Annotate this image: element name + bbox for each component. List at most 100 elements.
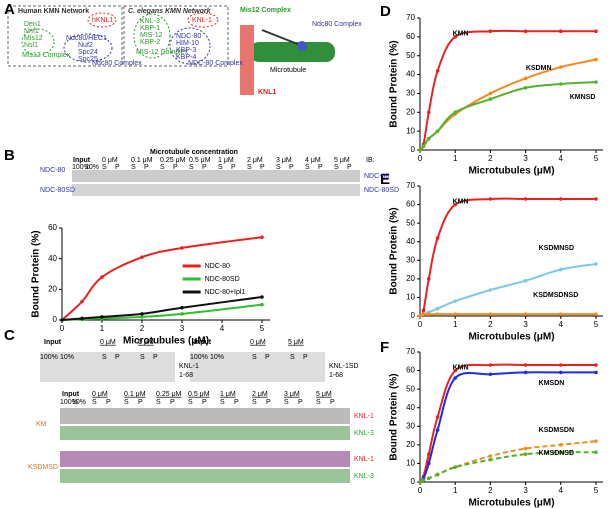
series-label: KMN xyxy=(453,364,469,371)
x-tick-label: 4 xyxy=(559,154,564,163)
label: Input xyxy=(194,339,212,346)
series-label: KMSDNSD xyxy=(539,450,574,457)
label: S xyxy=(188,399,193,406)
data-point xyxy=(594,29,598,33)
y-tick-label: 60 xyxy=(406,32,415,41)
data-point xyxy=(558,443,563,447)
data-point xyxy=(421,312,426,316)
label: 5 μM xyxy=(138,339,154,346)
data-point xyxy=(426,277,431,281)
x-tick-label: 1 xyxy=(453,320,458,329)
label: 0.5 μM xyxy=(188,391,210,398)
label: 5 μM xyxy=(288,339,304,346)
label: NDC-80 xyxy=(40,167,65,174)
ndc80-ellipse xyxy=(63,33,113,63)
data-point xyxy=(421,144,426,149)
label: P xyxy=(115,354,120,361)
data-point xyxy=(453,202,457,207)
label: 0.25 μM xyxy=(160,157,186,164)
label: 1 μM xyxy=(220,391,236,398)
series-label: KMN xyxy=(453,198,469,205)
x-tick-label: 5 xyxy=(594,154,599,163)
x-tick-label: 5 xyxy=(594,320,599,329)
label: 0.5 μM xyxy=(189,157,211,164)
data-point xyxy=(421,478,426,482)
x-tick-label: 3 xyxy=(523,486,528,495)
x-tick-label: 1 xyxy=(453,486,458,495)
label: 2 μM xyxy=(247,157,263,164)
data-point xyxy=(558,267,563,272)
label: KNL-1 xyxy=(354,456,374,463)
data-point xyxy=(100,315,104,319)
x-tick-label: 2 xyxy=(488,486,493,495)
gel xyxy=(60,469,350,483)
label: 10% xyxy=(60,354,74,361)
label: P xyxy=(318,164,323,171)
label: S xyxy=(305,164,310,171)
data-point xyxy=(435,306,440,311)
data-point xyxy=(453,376,457,380)
data-point xyxy=(594,370,598,375)
mis12-ellipse xyxy=(21,28,55,56)
x-axis-label: Microtubules (μM) xyxy=(468,498,554,508)
gel xyxy=(72,170,360,182)
data-point xyxy=(453,312,457,316)
series-label: KMN xyxy=(453,31,469,38)
data-point xyxy=(418,480,422,484)
label: Mis12 Complex xyxy=(22,52,71,59)
data-point xyxy=(488,197,493,201)
y-tick-label: 40 xyxy=(406,70,415,79)
data-point xyxy=(100,275,104,279)
label: KNL-3 xyxy=(140,18,160,25)
data-point xyxy=(260,302,264,307)
label: 0.25 μM xyxy=(156,391,182,398)
data-point xyxy=(488,363,493,367)
data-point xyxy=(488,372,493,377)
y-axis-label: Bound Protein (%) xyxy=(389,40,400,127)
label: P xyxy=(115,164,120,171)
data-point xyxy=(488,312,493,316)
y-tick-label: 60 xyxy=(406,366,415,375)
label: KNL-1SD xyxy=(329,363,359,370)
data-point xyxy=(523,452,528,456)
y-tick-label: 0 xyxy=(411,311,416,320)
x-axis-label: Microtubules (μM) xyxy=(468,332,554,343)
x-tick-label: 0 xyxy=(418,320,423,329)
label: P xyxy=(234,399,239,406)
label: Input xyxy=(44,339,62,346)
y-tick-label: 70 xyxy=(406,181,415,190)
data-point xyxy=(523,363,528,367)
label: P xyxy=(202,164,207,171)
data-point xyxy=(426,476,431,481)
y-tick-label: 70 xyxy=(406,347,415,356)
y-tick-label: 20 xyxy=(48,284,57,293)
series-line xyxy=(419,81,597,151)
data-point xyxy=(260,235,264,239)
x-tick-label: 3 xyxy=(523,320,528,329)
gel xyxy=(60,426,350,440)
label: KNL-1 xyxy=(179,363,199,370)
label: Nnf1 xyxy=(24,28,39,35)
y-tick-label: 70 xyxy=(406,13,415,22)
x-tick-label: 2 xyxy=(140,324,145,333)
data-point xyxy=(418,148,422,152)
ndc80-ellipse xyxy=(169,27,211,65)
human-box xyxy=(7,5,123,67)
data-point xyxy=(594,312,598,316)
data-point xyxy=(453,465,457,469)
label: P xyxy=(330,399,335,406)
data-point xyxy=(594,450,598,455)
data-point xyxy=(435,312,440,316)
data-point xyxy=(488,457,493,462)
data-point xyxy=(594,197,598,201)
box-title: C. elegans KMN Network xyxy=(128,8,212,15)
data-point xyxy=(523,85,528,90)
data-point xyxy=(523,278,528,283)
label: 10% xyxy=(85,164,99,171)
data-point xyxy=(435,472,440,477)
label: 10% xyxy=(210,354,224,361)
label: KSDMSD xyxy=(28,464,58,471)
label: Den1 xyxy=(24,21,41,28)
data-point xyxy=(523,446,528,451)
y-tick-label: 30 xyxy=(406,89,415,98)
